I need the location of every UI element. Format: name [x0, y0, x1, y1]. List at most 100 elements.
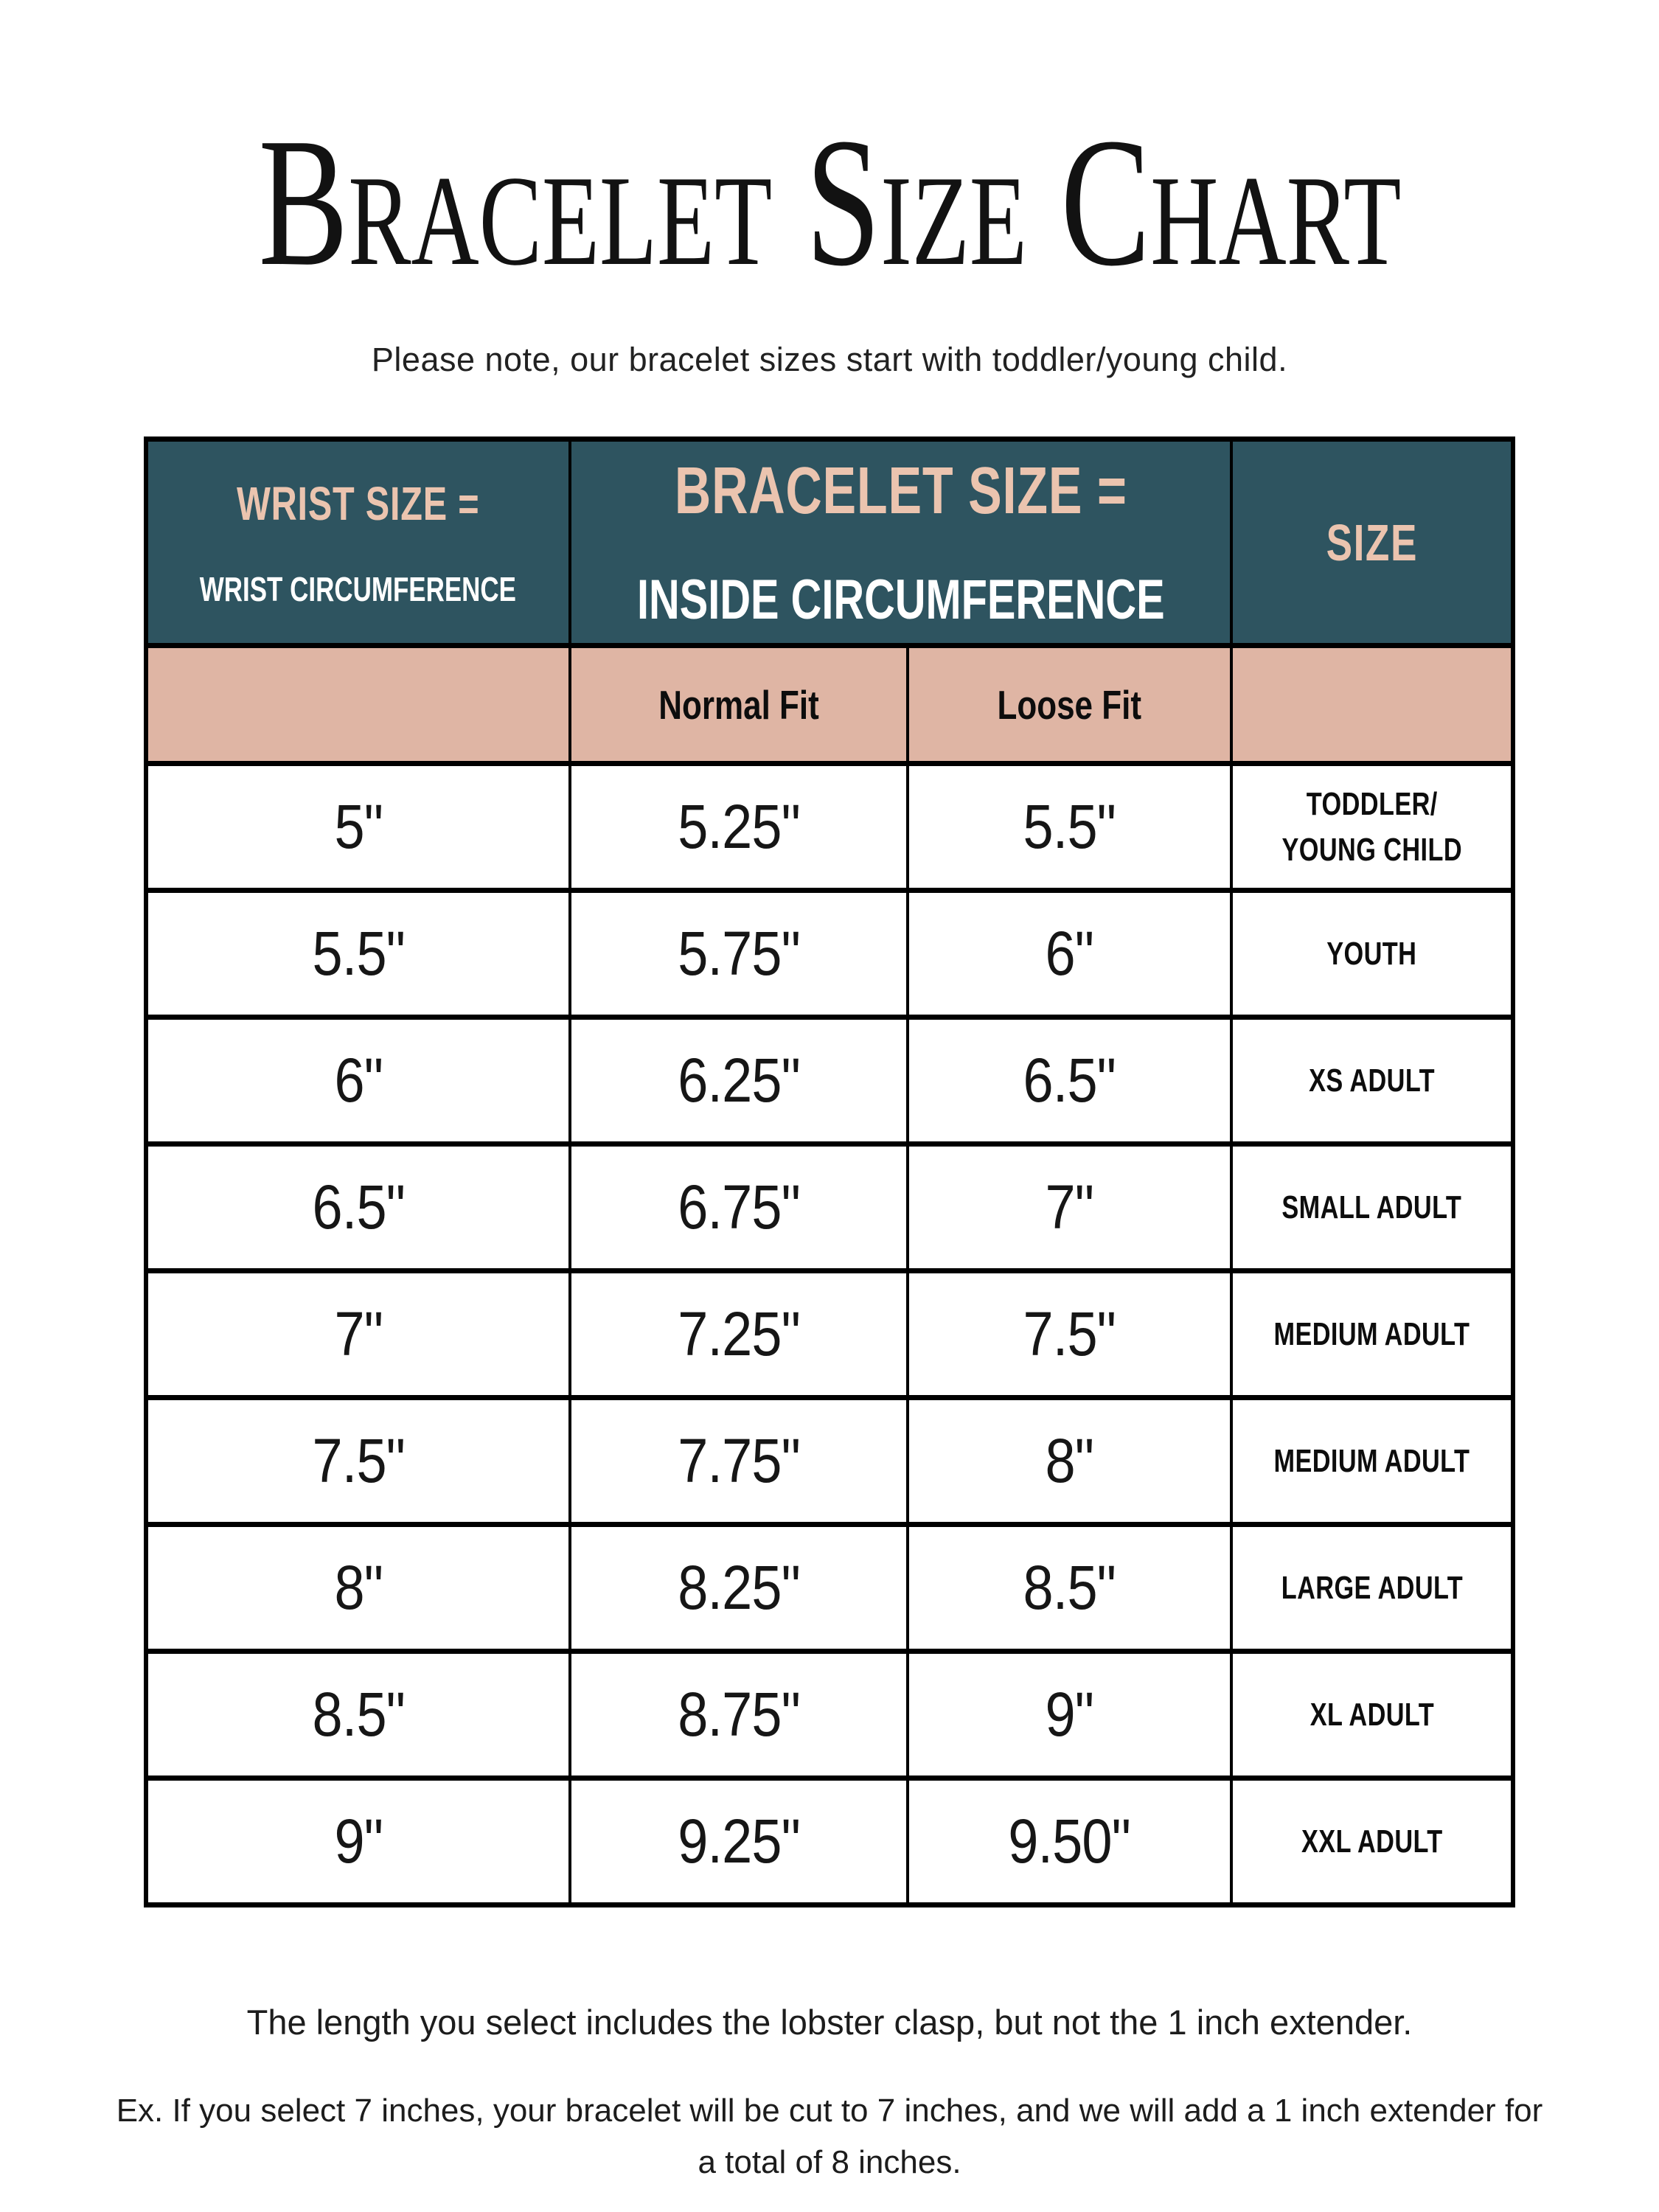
table-row: 5" 5.25" 5.5" TODDLER/ YOUNG CHILD [145, 761, 1514, 893]
wrist-size-value: 6" [334, 1046, 383, 1115]
size-category-value: MEDIUM ADULT [1273, 1315, 1470, 1352]
loose-fit-cell: 7.5" [905, 1268, 1234, 1400]
table-row: 7" 7.25" 7.5" MEDIUM ADULT [145, 1268, 1514, 1400]
clasp-note: The length you select includes the lobst… [246, 2003, 1413, 2042]
normal-fit-header-label: Normal Fit [658, 681, 819, 728]
size-category-cell: MEDIUM ADULT [1230, 1268, 1514, 1400]
loose-fit-cell: 9" [905, 1649, 1234, 1781]
size-category-value: LARGE ADULT [1281, 1569, 1463, 1606]
wrist-size-value: 5.5" [312, 919, 405, 988]
loose-fit-value: 9.50" [1008, 1806, 1132, 1876]
wrist-size-cell: 8" [145, 1522, 571, 1654]
table-row: 6" 6.25" 6.5" XS ADULT [145, 1015, 1514, 1147]
normal-fit-value: 8.25" [677, 1553, 801, 1622]
normal-fit-cell: 9.25" [568, 1775, 909, 1907]
normal-fit-cell: 6.25" [568, 1015, 909, 1147]
normal-fit-value: 6.75" [677, 1172, 801, 1242]
table-header-row: WRIST SIZE = WRIST CIRCUMFERENCE BRACELE… [145, 437, 1514, 648]
size-category-cell: SMALL ADULT [1230, 1141, 1514, 1273]
wrist-size-value: 7" [334, 1299, 383, 1368]
wrist-size-header-cell: WRIST SIZE = WRIST CIRCUMFERENCE [145, 437, 571, 648]
size-category-cell: XXL ADULT [1230, 1775, 1514, 1907]
wrist-size-cell: 6" [145, 1015, 571, 1147]
table-row: 6.5" 6.75" 7" SMALL ADULT [145, 1141, 1514, 1273]
wrist-size-cell: 9" [145, 1775, 571, 1907]
normal-fit-value: 6.25" [677, 1046, 801, 1115]
size-category-value: XL ADULT [1310, 1696, 1434, 1733]
normal-fit-value: 9.25" [677, 1806, 801, 1876]
wrist-size-header-subtitle: WRIST CIRCUMFERENCE [200, 569, 517, 608]
bracelet-size-header-subtitle: INSIDE CIRCUMFERENCE [636, 568, 1165, 631]
size-category-cell: TODDLER/ YOUNG CHILD [1230, 761, 1514, 893]
table-row: 8.5" 8.75" 9" XL ADULT [145, 1649, 1514, 1781]
normal-fit-header-cell: Normal Fit [568, 643, 909, 766]
wrist-size-cell: 7" [145, 1268, 571, 1400]
size-category-value: XS ADULT [1309, 1062, 1435, 1099]
wrist-size-value: 6.5" [312, 1172, 405, 1242]
wrist-size-header-stack: WRIST SIZE = WRIST CIRCUMFERENCE [148, 476, 568, 609]
size-category-value: XXL ADULT [1301, 1823, 1443, 1860]
fit-subheader-empty-right [1230, 643, 1514, 766]
normal-fit-cell: 8.75" [568, 1649, 909, 1781]
wrist-size-cell: 7.5" [145, 1395, 571, 1527]
normal-fit-value: 5.75" [677, 919, 801, 988]
loose-fit-cell: 9.50" [905, 1775, 1234, 1907]
normal-fit-cell: 5.75" [568, 888, 909, 1020]
wrist-size-cell: 5.5" [145, 888, 571, 1020]
loose-fit-header-label: Loose Fit [997, 681, 1142, 728]
normal-fit-value: 8.75" [677, 1680, 801, 1749]
size-category-cell: YOUTH [1230, 888, 1514, 1020]
bracelet-size-table: WRIST SIZE = WRIST CIRCUMFERENCE BRACELE… [144, 437, 1515, 1907]
normal-fit-cell: 8.25" [568, 1522, 909, 1654]
loose-fit-cell: 8.5" [905, 1522, 1234, 1654]
loose-fit-value: 9" [1045, 1680, 1094, 1749]
page-title: Bracelet Size Chart [0, 111, 1659, 295]
loose-fit-value: 6" [1045, 919, 1094, 988]
size-category-cell: XL ADULT [1230, 1649, 1514, 1781]
normal-fit-value: 7.75" [677, 1426, 801, 1495]
size-category-cell: LARGE ADULT [1230, 1522, 1514, 1654]
loose-fit-cell: 6.5" [905, 1015, 1234, 1147]
wrist-size-value: 9" [334, 1806, 383, 1876]
page-title-text: Bracelet Size Chart [258, 100, 1401, 305]
size-category-value: SMALL ADULT [1281, 1189, 1462, 1225]
fit-subheader-row: Normal Fit Loose Fit [145, 643, 1514, 766]
wrist-size-cell: 8.5" [145, 1649, 571, 1781]
size-category-value: YOUTH [1326, 935, 1417, 972]
bracelet-size-header-cell: BRACELET SIZE = INSIDE CIRCUMFERENCE [568, 437, 1234, 648]
loose-fit-value: 8" [1045, 1426, 1094, 1495]
extender-example-note: Ex. If you select 7 inches, your bracele… [116, 2093, 1543, 2181]
wrist-size-value: 8.5" [312, 1680, 405, 1749]
loose-fit-header-cell: Loose Fit [905, 643, 1234, 766]
loose-fit-value: 6.5" [1023, 1046, 1116, 1115]
wrist-size-value: 8" [334, 1553, 383, 1622]
page-subtitle: Please note, our bracelet sizes start wi… [371, 341, 1288, 378]
size-column-header-cell: SIZE [1230, 437, 1514, 648]
table-row: 8" 8.25" 8.5" LARGE ADULT [145, 1522, 1514, 1654]
wrist-size-value: 7.5" [312, 1426, 405, 1495]
bracelet-size-header-title: BRACELET SIZE = [674, 453, 1127, 528]
table-row: 9" 9.25" 9.50" XXL ADULT [145, 1775, 1514, 1907]
size-column-header-title: SIZE [1326, 513, 1418, 571]
loose-fit-value: 5.5" [1023, 792, 1116, 861]
wrist-size-header-title: WRIST SIZE = [237, 476, 480, 530]
loose-fit-value: 7.5" [1023, 1299, 1116, 1368]
normal-fit-cell: 7.25" [568, 1268, 909, 1400]
table-row: 7.5" 7.75" 8" MEDIUM ADULT [145, 1395, 1514, 1527]
loose-fit-value: 8.5" [1023, 1553, 1116, 1622]
normal-fit-value: 7.25" [677, 1299, 801, 1368]
normal-fit-value: 5.25" [677, 792, 801, 861]
normal-fit-cell: 7.75" [568, 1395, 909, 1527]
normal-fit-cell: 5.25" [568, 761, 909, 893]
loose-fit-value: 7" [1045, 1172, 1094, 1242]
wrist-size-value: 5" [334, 792, 383, 861]
size-category-value: TODDLER/ YOUNG CHILD [1281, 785, 1462, 868]
size-category-cell: MEDIUM ADULT [1230, 1395, 1514, 1527]
wrist-size-cell: 5" [145, 761, 571, 893]
loose-fit-cell: 5.5" [905, 761, 1234, 893]
loose-fit-cell: 7" [905, 1141, 1234, 1273]
fit-subheader-empty-left [145, 643, 571, 766]
bracelet-size-header-stack: BRACELET SIZE = INSIDE CIRCUMFERENCE [571, 453, 1230, 632]
wrist-size-cell: 6.5" [145, 1141, 571, 1273]
